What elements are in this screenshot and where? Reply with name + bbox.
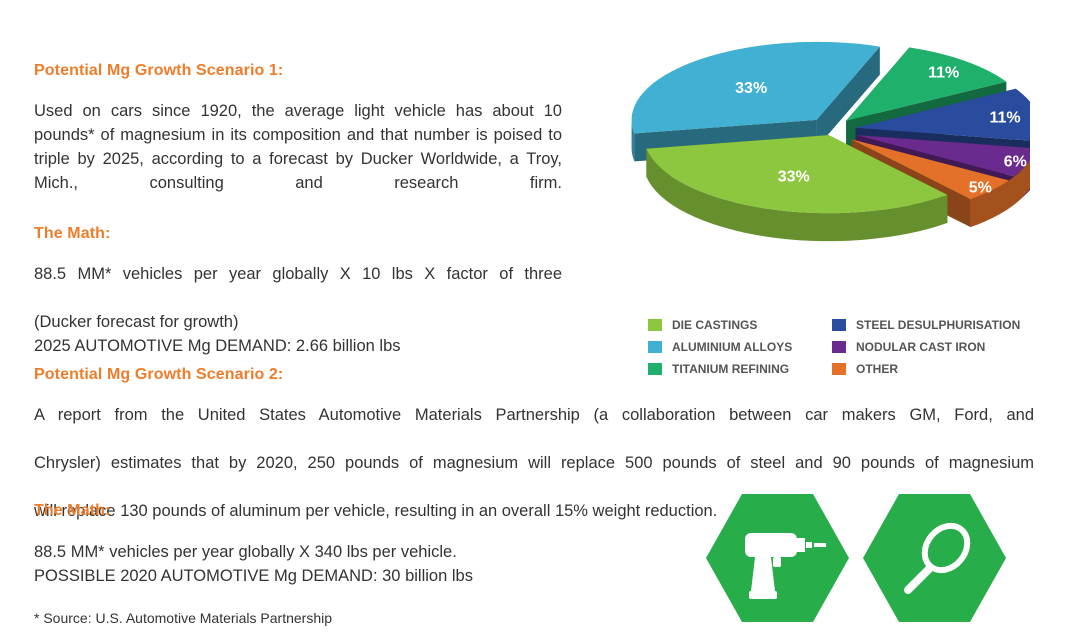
racket-hex-badge [863,494,1006,622]
math1-body: 88.5 MM* vehicles per year globally X 10… [34,262,562,358]
pie-slice-die-castings [646,135,948,242]
legend-label: TITANIUM REFINING [672,362,790,376]
legend-swatch [648,341,662,353]
drill-icon [745,533,826,599]
math1-line-1: 88.5 MM* vehicles per year globally X 10… [34,265,562,283]
scenario1-body: Used on cars since 1920, the average lig… [34,102,562,192]
pie-slice-aluminium-alloys [631,41,880,162]
legend-label: DIE CASTINGS [672,318,758,332]
source-footnote: * Source: U.S. Automotive Materials Part… [34,610,333,626]
legend-item-aluminium-alloys: ALUMINIUM ALLOYS [648,340,792,354]
scenario2-line-1: A report from the United States Automoti… [34,406,1034,424]
legend-item-other: OTHER [832,362,898,376]
slice-label-titanium-refining: 11% [928,65,959,82]
math2-heading: The Math: [34,502,111,519]
slice-label-die-castings: 33% [778,168,810,185]
legend-item-steel-desulphurisation: STEEL DESULPHURISATION [832,318,1020,332]
pie-chart: 33% 33% 11% 11% 6% 5% [631,41,1030,242]
slice-label-nodular-cast-iron: 6% [1004,154,1027,171]
legend-item-die-castings: DIE CASTINGS [648,318,757,332]
legend-label: NODULAR CAST IRON [856,340,986,354]
legend-swatch [832,363,846,375]
legend-swatch [648,319,662,331]
legend-label: OTHER [856,362,898,376]
math2-body: 88.5 MM* vehicles per year globally X 34… [34,540,594,588]
math2-line-1: 88.5 MM* vehicles per year globally X 34… [34,543,457,561]
legend-swatch [648,363,662,375]
math1-heading: The Math: [34,225,111,242]
legend-swatch [832,319,846,331]
math1-line-3: 2025 AUTOMOTIVE Mg DEMAND: 2.66 billion … [34,337,401,355]
math1-line-2: (Ducker forecast for growth) [34,313,239,331]
legend-item-nodular-cast-iron: NODULAR CAST IRON [832,340,985,354]
legend-label: STEEL DESULPHURISATION [856,318,1021,332]
scenario2-body: A report from the United States Automoti… [34,403,1034,523]
slice-label-other: 5% [969,179,992,196]
scenario2-line-2: Chrysler) estimates that by 2020, 250 po… [34,454,1034,472]
scenario1-heading: Potential Mg Growth Scenario 1: [34,62,284,79]
tennis-racket-icon [904,522,971,594]
scenario2-heading: Potential Mg Growth Scenario 2: [34,366,284,383]
legend-item-titanium-refining: TITANIUM REFINING [648,362,789,376]
drill-hex-badge [706,494,849,622]
scenario2-line-3: will replace 130 pounds of aluminum per … [34,502,718,520]
legend-swatch [832,341,846,353]
math2-line-2: POSSIBLE 2020 AUTOMOTIVE Mg DEMAND: 30 b… [34,567,473,585]
slice-label-aluminium-alloys: 33% [735,80,767,97]
slice-label-steel-desulphurisation: 11% [989,110,1020,127]
legend-label: ALUMINIUM ALLOYS [672,340,793,354]
